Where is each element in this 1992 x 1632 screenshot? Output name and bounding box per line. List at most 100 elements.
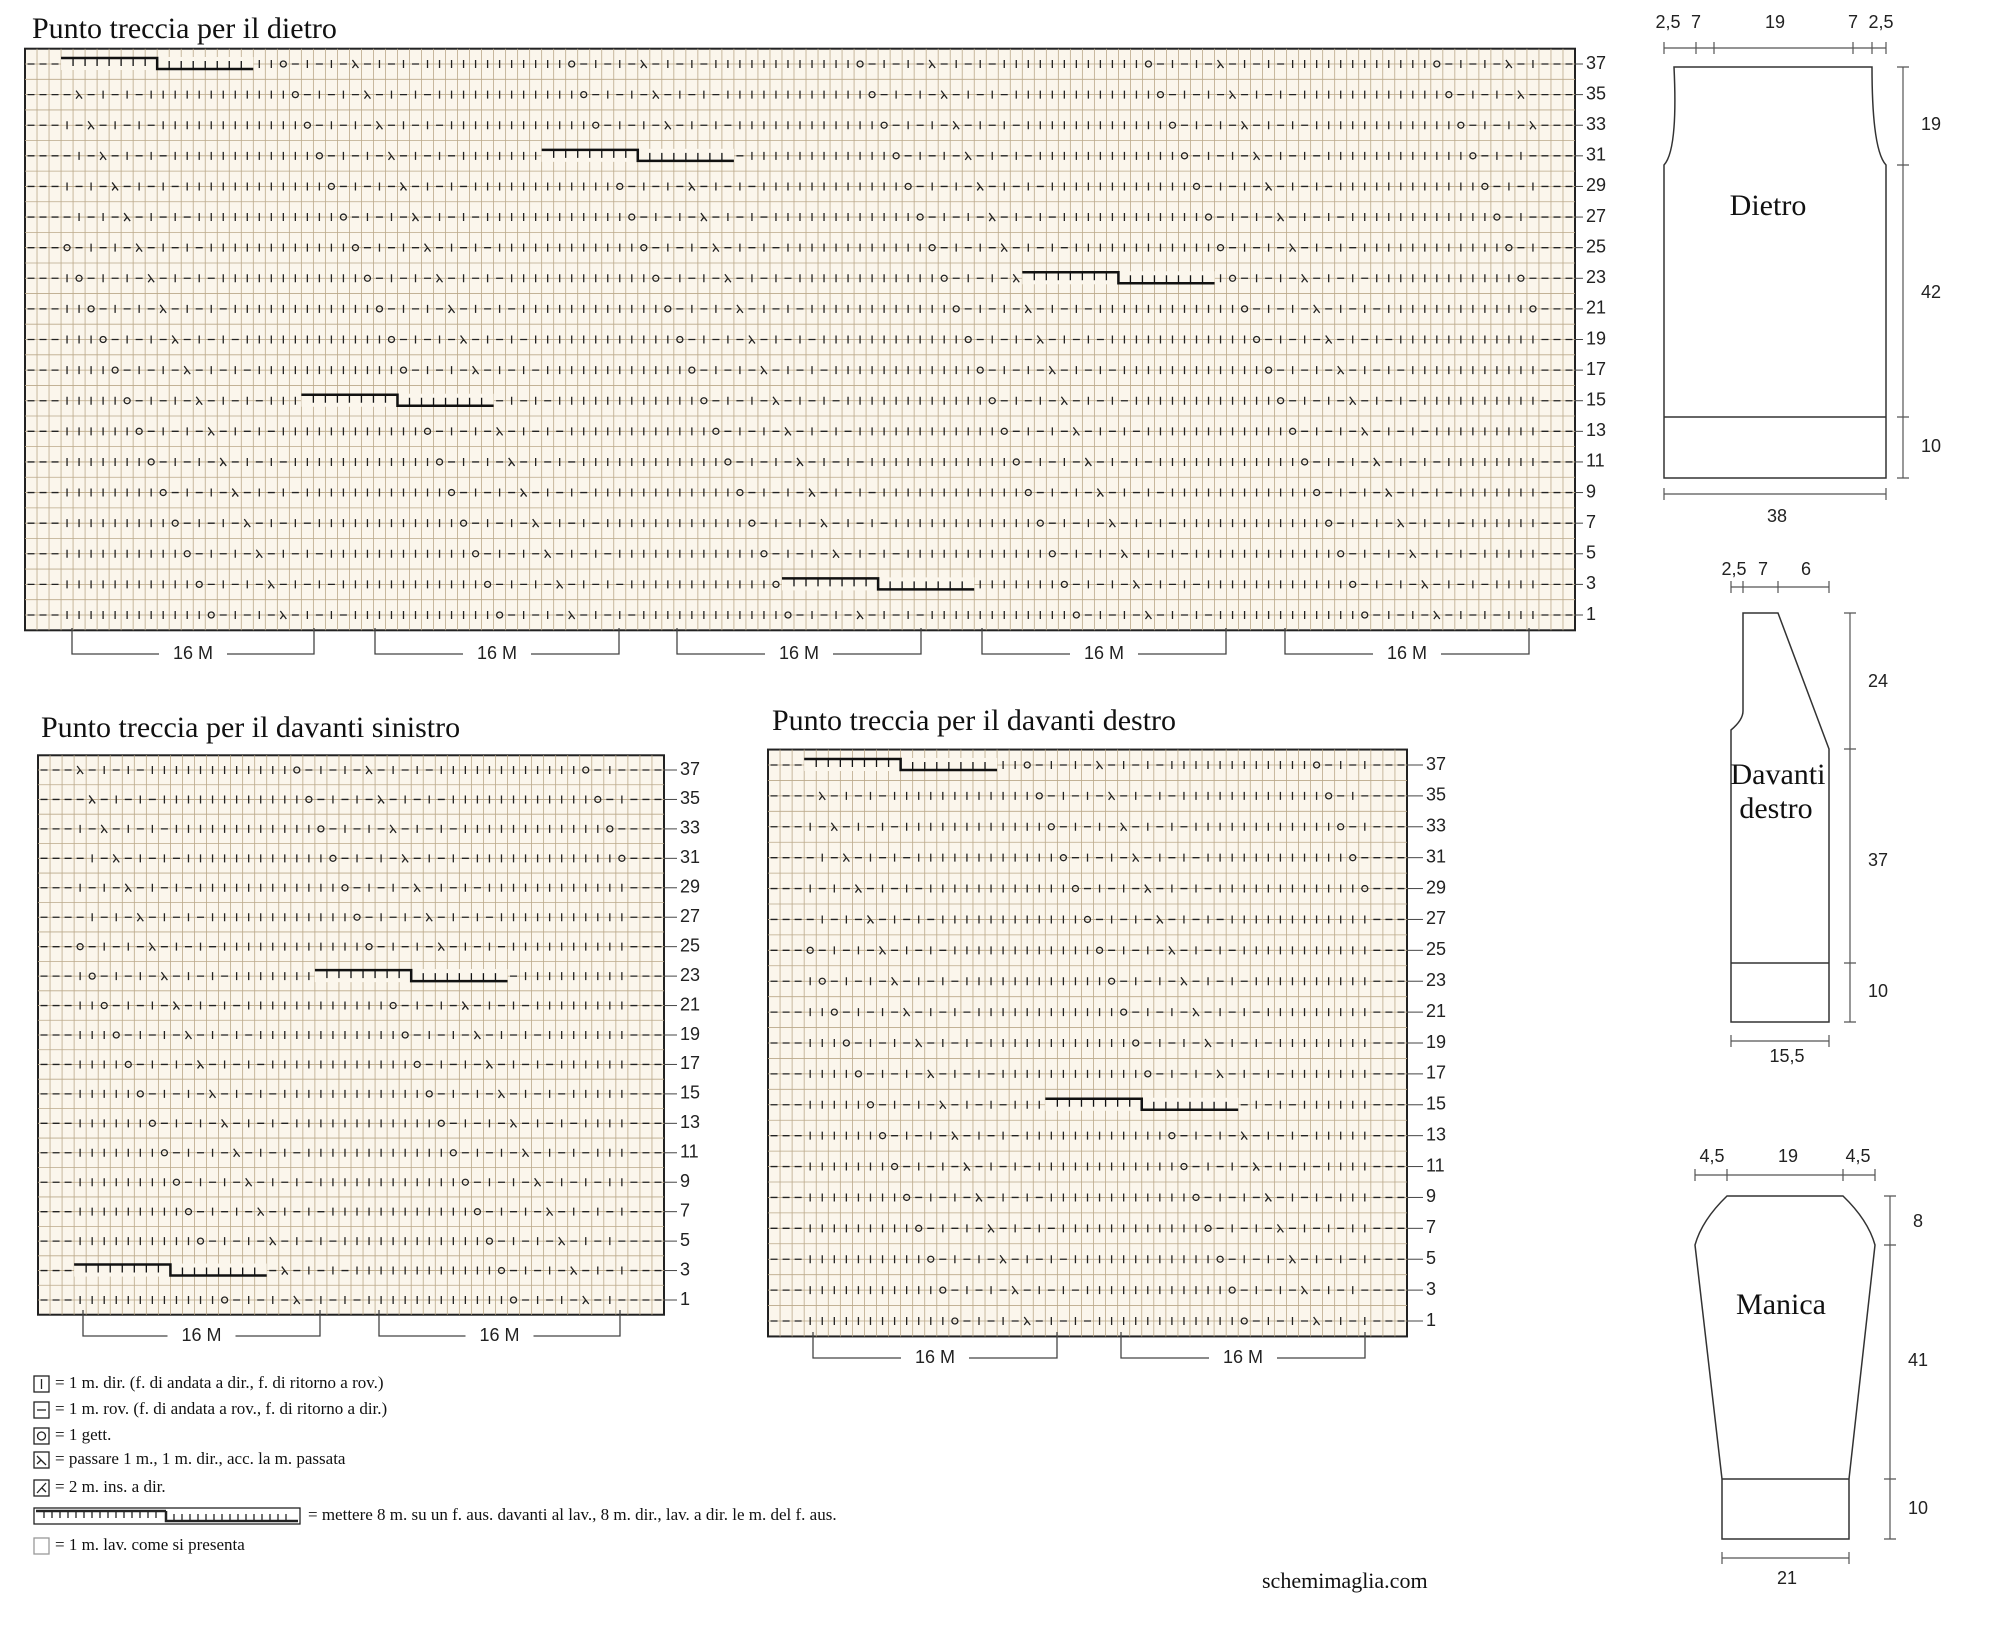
schematic-label: Manica [1736,1288,1826,1321]
chart-grid [768,749,1407,1337]
dim-label: 24 [1868,671,1888,691]
row-number: 13 [680,1112,700,1132]
row-number: 17 [1586,359,1606,379]
row-number: 37 [1426,754,1446,774]
repeat-label: 16 M [915,1347,955,1367]
cable-ticks [1056,1098,1227,1110]
dim-label: 10 [1908,1498,1928,1518]
row-number: 11 [1426,1155,1445,1175]
repeat-label: 16 M [479,1325,519,1345]
repeat-label-bg [901,1348,969,1368]
row-number: 37 [1586,53,1606,73]
repeat-label-bg [1209,1348,1277,1368]
dim-label: 7 [1691,12,1701,32]
footer: schemimaglia.com [1262,1568,1428,1593]
dim-label: 2,5 [1655,12,1680,32]
dimensions: 2,5 7 6 24 37 10 15,5 [1721,559,1888,1066]
row-number: 29 [680,877,700,897]
dim-label: 2,5 [1868,12,1893,32]
row-number: 31 [1426,846,1446,866]
row-number: 25 [1426,939,1446,959]
row-number: 37 [680,759,700,779]
repeat-label-bg [463,644,531,664]
row-number: 7 [1426,1217,1436,1237]
schematic-manica [1694,1169,1896,1564]
repeat-label: 16 M [173,643,213,663]
chart-title: Punto treccia per il davanti destro [772,704,1176,737]
repeat-label: 16 M [477,643,517,663]
repeat-label-bg [167,1326,236,1346]
row-number: 9 [680,1171,690,1191]
row-number: 5 [1586,543,1596,563]
legend-text: = 2 m. ins. a dir. [55,1477,166,1496]
dim-label: 19 [1921,114,1941,134]
legend-text: = 1 m. dir. (f. di andata a dir., f. di … [55,1373,384,1392]
row-number: 33 [1586,114,1606,134]
repeat-label: 16 M [1387,643,1427,663]
row-number: 15 [1586,389,1606,409]
row-number: 7 [1586,512,1596,532]
schematic-label: Dietro [1730,189,1807,222]
symbols-purl [40,769,662,1301]
row-number: 25 [680,935,700,955]
row-number: 25 [1586,236,1606,256]
symbols-yarnover [806,761,1369,1325]
dim-label: 38 [1767,506,1787,526]
row-number: 9 [1586,481,1596,501]
legend-text: = passare 1 m., 1 m. dir., acc. la m. pa… [55,1449,346,1468]
chart-title: Punto treccia per il davanti sinistro [41,711,460,744]
chart-grid [38,755,664,1315]
repeat-label: 16 M [1223,1347,1263,1367]
row-number: 11 [680,1142,699,1162]
repeat-label: 16 M [779,643,819,663]
symbols-purl [27,63,1573,616]
dim-label: 4,5 [1699,1146,1724,1166]
row-number: 1 [1586,604,1596,624]
repeat-label-bg [465,1326,534,1346]
row-number: 3 [680,1259,690,1279]
cable-ticks [815,759,986,770]
row-number: 15 [680,1083,700,1103]
repeat-label: 16 M [1084,643,1124,663]
dim-label: 7 [1848,12,1858,32]
row-number: 35 [1586,83,1606,103]
row-number: 3 [1586,573,1596,593]
dim-label: 10 [1921,436,1941,456]
symbols-purl [770,764,1405,1322]
dim-label: 15,5 [1769,1046,1804,1066]
symbols-yarnover [63,60,1537,619]
row-number: 17 [1426,1063,1446,1083]
schematic-label: Davanti [1731,758,1826,791]
dim-label: 19 [1778,1146,1798,1166]
dimensions: 2,5 7 19 7 2,5 19 42 10 38 [1655,12,1941,526]
repeat-label: 16 M [181,1325,221,1345]
legend-text: = 1 m. lav. come si presenta [55,1535,245,1554]
row-number: 29 [1586,175,1606,195]
schematic-label: destro [1739,792,1812,825]
row-number: 1 [1426,1310,1436,1330]
row-number: 11 [1586,451,1605,471]
dim-label: 2,5 [1721,559,1746,579]
row-number: 31 [1586,145,1606,165]
row-number: 19 [1426,1032,1446,1052]
row-number: 21 [680,994,700,1014]
row-number: 23 [1586,267,1606,287]
legend-text: = mettere 8 m. su un f. aus. davanti al … [308,1505,837,1524]
dim-label: 21 [1777,1568,1797,1588]
row-number: 13 [1426,1124,1446,1144]
row-number: 33 [1426,816,1446,836]
cable-ticks [553,149,723,161]
row-number: 27 [1586,206,1606,226]
dim-label: 19 [1765,12,1785,32]
row-number: 5 [1426,1248,1436,1268]
row-number: 19 [680,1024,700,1044]
symbols-decrease [76,765,590,1305]
row-number: 31 [680,847,700,867]
repeat-label-bg [1373,644,1441,664]
dim-label: 8 [1913,1211,1923,1231]
chart-title: Punto treccia per il dietro [32,12,337,45]
repeat-label-bg [159,644,227,664]
cable-ticks [1033,272,1204,284]
row-number: 27 [1426,908,1446,928]
row-number: 9 [1426,1186,1436,1206]
